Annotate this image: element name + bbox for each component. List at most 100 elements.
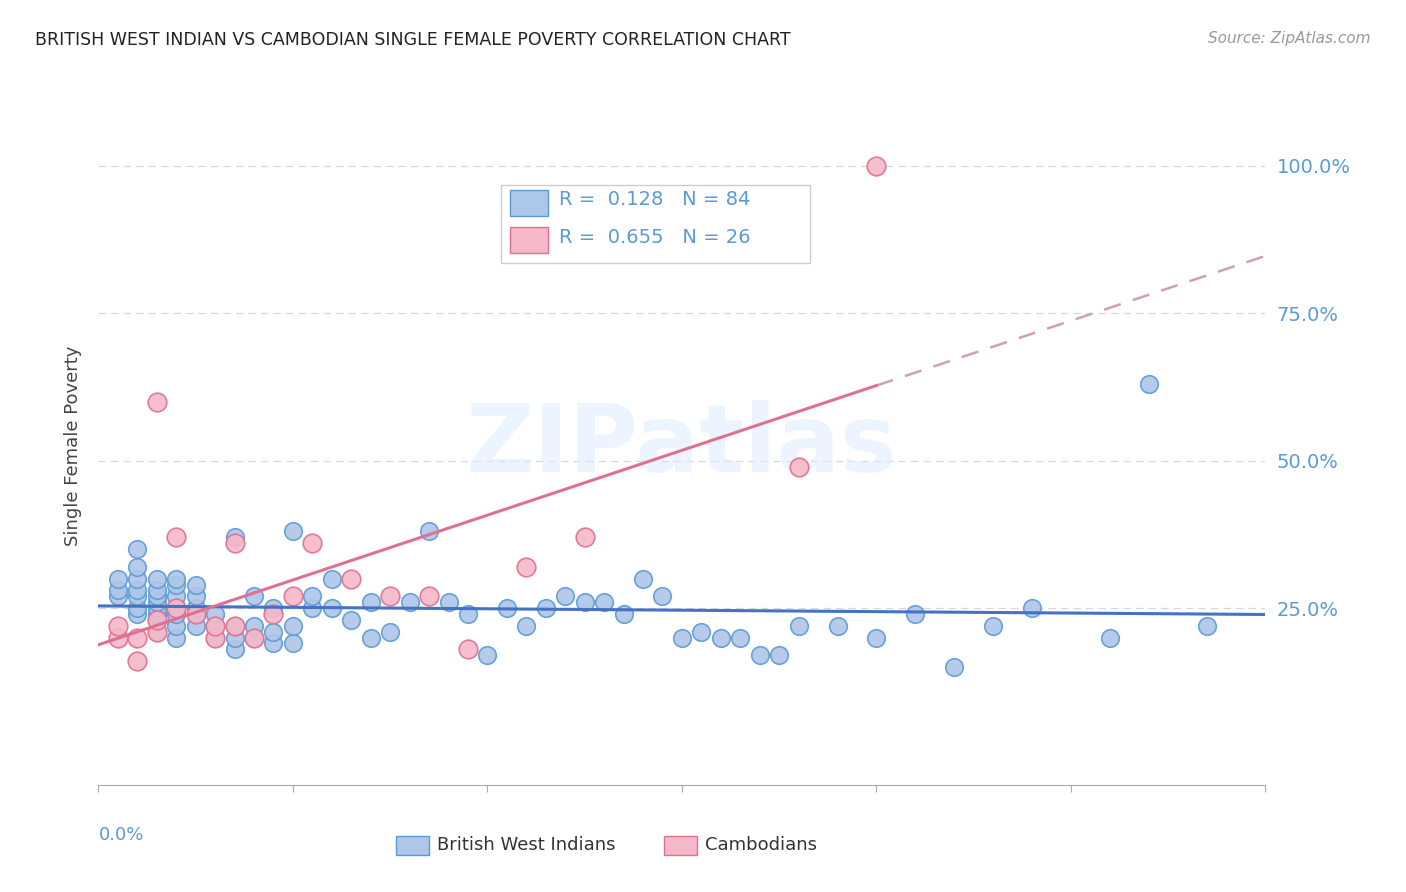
Point: [437, 595, 460, 609]
Point: [301, 590, 323, 604]
Point: [146, 590, 169, 604]
Point: [262, 636, 284, 650]
Point: [262, 624, 284, 639]
Point: [281, 524, 304, 539]
Point: [127, 654, 149, 668]
Text: R =  0.128   N = 84: R = 0.128 N = 84: [560, 190, 751, 210]
Text: BRITISH WEST INDIAN VS CAMBODIAN SINGLE FEMALE POVERTY CORRELATION CHART: BRITISH WEST INDIAN VS CAMBODIAN SINGLE …: [35, 31, 790, 49]
FancyBboxPatch shape: [665, 836, 697, 855]
Point: [224, 619, 246, 633]
Text: 0.0%: 0.0%: [98, 826, 143, 844]
Point: [748, 648, 770, 663]
Point: [515, 559, 537, 574]
Point: [127, 583, 149, 598]
Point: [165, 601, 187, 615]
Point: [224, 642, 246, 657]
Point: [865, 159, 887, 173]
Point: [457, 642, 479, 657]
Point: [184, 590, 207, 604]
Point: [127, 542, 149, 557]
Point: [146, 583, 169, 598]
FancyBboxPatch shape: [510, 227, 548, 252]
Point: [631, 572, 654, 586]
Point: [204, 631, 226, 645]
Point: [710, 631, 733, 645]
Point: [865, 631, 887, 645]
Point: [243, 631, 266, 645]
Point: [224, 530, 246, 544]
FancyBboxPatch shape: [396, 836, 429, 855]
Point: [904, 607, 927, 621]
Point: [301, 601, 323, 615]
Point: [477, 648, 499, 663]
Point: [243, 631, 266, 645]
Point: [281, 590, 304, 604]
Point: [184, 601, 207, 615]
Point: [107, 572, 129, 586]
Point: [165, 601, 187, 615]
Point: [127, 601, 149, 615]
Point: [165, 607, 187, 621]
Text: R =  0.655   N = 26: R = 0.655 N = 26: [560, 228, 751, 247]
Point: [262, 607, 284, 621]
Point: [184, 619, 207, 633]
Point: [107, 583, 129, 598]
Text: British West Indians: British West Indians: [437, 837, 616, 855]
Text: Source: ZipAtlas.com: Source: ZipAtlas.com: [1208, 31, 1371, 46]
Point: [184, 607, 207, 621]
Point: [613, 607, 636, 621]
Point: [515, 619, 537, 633]
Point: [1137, 377, 1160, 392]
Point: [107, 590, 129, 604]
Point: [651, 590, 673, 604]
FancyBboxPatch shape: [510, 190, 548, 216]
Point: [107, 619, 129, 633]
Point: [496, 601, 519, 615]
Point: [730, 631, 752, 645]
Point: [184, 577, 207, 591]
Point: [224, 536, 246, 550]
Point: [165, 530, 187, 544]
Point: [146, 595, 169, 609]
Point: [1197, 619, 1219, 633]
Point: [340, 572, 363, 586]
Point: [768, 648, 790, 663]
Point: [224, 619, 246, 633]
Point: [1098, 631, 1121, 645]
Point: [146, 624, 169, 639]
Point: [457, 607, 479, 621]
Text: ZIPatlas: ZIPatlas: [467, 400, 897, 492]
Point: [146, 572, 169, 586]
Point: [146, 601, 169, 615]
Point: [943, 660, 966, 674]
Point: [671, 631, 693, 645]
Point: [165, 619, 187, 633]
Point: [554, 590, 576, 604]
Point: [534, 601, 557, 615]
Point: [360, 595, 382, 609]
Point: [418, 524, 440, 539]
Point: [243, 590, 266, 604]
Point: [127, 607, 149, 621]
Point: [380, 590, 402, 604]
Point: [127, 572, 149, 586]
Point: [165, 577, 187, 591]
Point: [146, 394, 169, 409]
Point: [574, 530, 596, 544]
Point: [204, 607, 226, 621]
Point: [690, 624, 713, 639]
Point: [127, 559, 149, 574]
Point: [204, 619, 226, 633]
Point: [204, 619, 226, 633]
Point: [281, 619, 304, 633]
Point: [360, 631, 382, 645]
Point: [165, 590, 187, 604]
Point: [321, 601, 343, 615]
Point: [184, 607, 207, 621]
Point: [127, 631, 149, 645]
Point: [398, 595, 420, 609]
Point: [418, 590, 440, 604]
Point: [827, 619, 849, 633]
Point: [146, 613, 169, 627]
Point: [165, 572, 187, 586]
